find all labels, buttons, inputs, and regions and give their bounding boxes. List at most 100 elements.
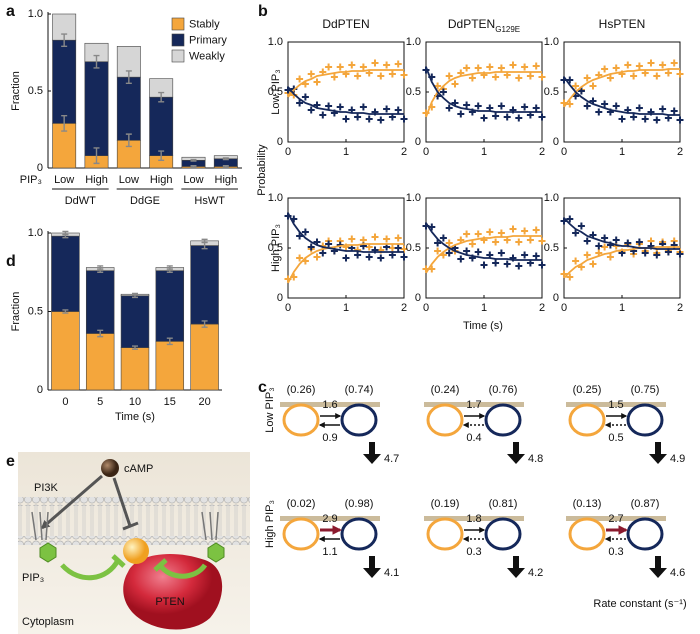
point: [463, 64, 471, 72]
x-tick-label: 5: [97, 396, 103, 408]
state-stable: [568, 403, 606, 437]
error-bar: [132, 292, 138, 296]
point: [394, 106, 402, 114]
x-tick-label: 0: [561, 146, 567, 158]
state-primary: [340, 403, 378, 437]
point: [497, 102, 505, 110]
point: [468, 240, 476, 248]
point: [434, 239, 442, 247]
point: [664, 69, 672, 77]
error-bar: [222, 157, 229, 161]
kinetic-scheme: (0.13) (0.87) 2.7 0.3 4.6: [566, 498, 685, 579]
point: [371, 59, 379, 67]
error-bar-line: [190, 164, 197, 168]
x-tick-label: 2: [539, 302, 545, 314]
point: [601, 65, 609, 73]
group-label: DdGE: [130, 195, 160, 207]
error-bar: [190, 164, 197, 168]
rate-reverse: 0.9: [322, 432, 337, 444]
inhibition: [112, 477, 139, 531]
error-bar: [125, 70, 132, 84]
kinetic-scheme: (0.19) (0.81) 1.8 0.3 4.2: [424, 498, 543, 579]
point: [296, 254, 304, 262]
error-bar-line: [158, 91, 165, 103]
point: [377, 254, 385, 262]
pip3-molecule: [39, 542, 57, 563]
point: [296, 232, 304, 240]
point: [463, 230, 471, 238]
label: PI3K: [34, 482, 59, 494]
fit-line: [287, 86, 404, 115]
x-tick-label: High: [85, 174, 108, 186]
point: [474, 230, 482, 238]
plot-frame: [563, 197, 681, 299]
chart-title: HsPTEN: [599, 17, 646, 31]
x-tick-label: 2: [539, 146, 545, 158]
point: [457, 255, 465, 263]
point: [377, 72, 385, 80]
pten-domain: [123, 538, 149, 564]
state-stable: [426, 517, 464, 551]
point: [509, 61, 517, 69]
receptor: [201, 511, 219, 541]
point: [480, 114, 488, 122]
point: [359, 236, 367, 244]
y-tick-label: 1.0: [28, 227, 43, 239]
panel-label: a: [6, 3, 15, 20]
point: [583, 74, 591, 82]
panel-label: d: [6, 253, 16, 270]
point: [451, 80, 459, 88]
rate-decay: 4.6: [670, 567, 685, 579]
rate-reverse: 0.5: [608, 432, 623, 444]
fit-line: [425, 235, 542, 274]
point: [601, 100, 609, 108]
error-bar: [97, 265, 104, 270]
x-tick-label: Low: [183, 174, 203, 186]
point: [313, 78, 321, 86]
point: [301, 93, 309, 101]
point: [439, 234, 447, 242]
point: [606, 253, 614, 261]
fraction-label: (0.98): [345, 498, 374, 510]
point: [606, 74, 614, 82]
error-bar-line: [201, 238, 208, 244]
point: [434, 247, 442, 255]
error-bar-line: [158, 150, 165, 161]
bar-segment: [116, 76, 141, 141]
kinetic-scheme: (0.25) (0.75) 1.5 0.5 4.9: [566, 384, 685, 465]
point: [354, 72, 362, 80]
rate-reverse: 0.3: [466, 546, 481, 558]
receptor: [31, 511, 49, 541]
point: [670, 59, 678, 67]
error-bar-line: [166, 265, 173, 270]
error-bar: [158, 91, 165, 103]
x-tick-label: 1: [343, 302, 349, 314]
rate-label: Rate constant (s⁻¹): [593, 598, 686, 610]
point: [492, 259, 500, 267]
error-bar: [158, 150, 165, 161]
y-tick-label: 0: [553, 292, 559, 304]
x-tick-label: 0: [285, 302, 291, 314]
point: [566, 273, 574, 281]
title-subscript: G129E: [495, 25, 520, 34]
point: [532, 104, 540, 112]
fraction-label: (0.75): [631, 384, 660, 396]
rate-reverse: 0.4: [466, 432, 481, 444]
inhibition: [60, 554, 126, 581]
fit-line: [425, 222, 542, 261]
fraction-label: (0.24): [431, 384, 460, 396]
error-bar-line: [222, 164, 229, 168]
point: [521, 227, 529, 235]
x-tick-label: 0: [423, 146, 429, 158]
fit-line: [287, 212, 404, 253]
y-tick-label: 0: [415, 292, 421, 304]
y-tick-label: 0.5: [268, 242, 283, 254]
plot-frame: [425, 197, 543, 299]
point: [307, 243, 315, 251]
point: [394, 60, 402, 68]
decay-arrow: [507, 442, 525, 464]
point: [325, 102, 333, 110]
error-bar: [62, 230, 69, 236]
point: [515, 74, 523, 82]
point: [296, 75, 304, 83]
